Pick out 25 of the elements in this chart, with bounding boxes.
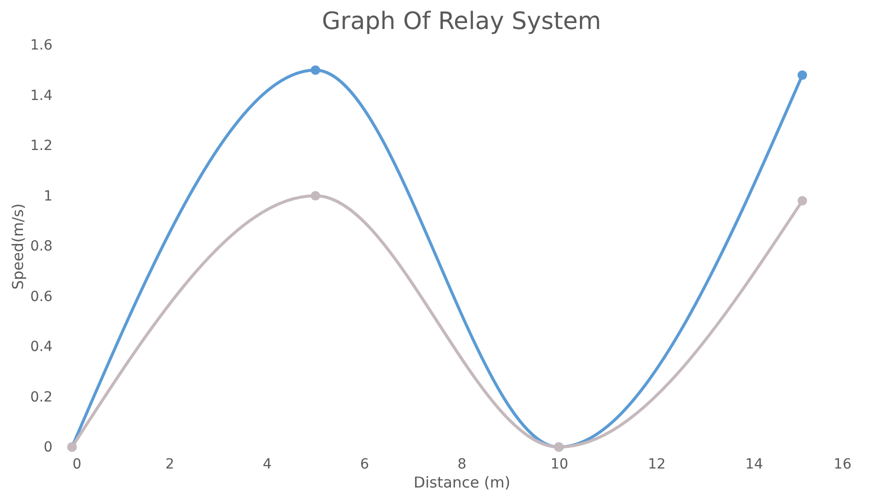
x-tick-label: 6 [360, 456, 370, 472]
x-tick-label: 4 [262, 456, 272, 472]
x-axis-title: Distance (m) [414, 474, 510, 492]
x-tick-label: 14 [745, 456, 764, 472]
y-tick-label: 0 [44, 440, 52, 456]
x-tick-label: 8 [458, 456, 466, 472]
point [798, 196, 808, 206]
x-tick-label: 0 [72, 456, 82, 472]
y-tick-label: 0.8 [30, 238, 52, 254]
y-tick-label: 0.2 [30, 389, 52, 406]
x-tick-label: 10 [550, 456, 568, 472]
point [798, 70, 808, 80]
x-tick-label: 16 [834, 456, 852, 472]
point [310, 191, 320, 200]
y-tick-label: 1 [44, 188, 52, 204]
y-tick-label: 1.4 [30, 88, 53, 104]
x-tick-label: 12 [648, 456, 666, 472]
y-tick-label: 0.6 [30, 288, 53, 305]
x-tick-label: 2 [165, 456, 174, 472]
y-tick-label: 1.6 [30, 38, 53, 54]
chart-title: Graph Of Relay System [322, 7, 602, 35]
y-axis-title: Speed(m/s) [9, 203, 28, 290]
y-tick-label: 1.2 [30, 138, 52, 154]
y-tick-label: 0.4 [30, 339, 53, 355]
point [310, 65, 320, 75]
